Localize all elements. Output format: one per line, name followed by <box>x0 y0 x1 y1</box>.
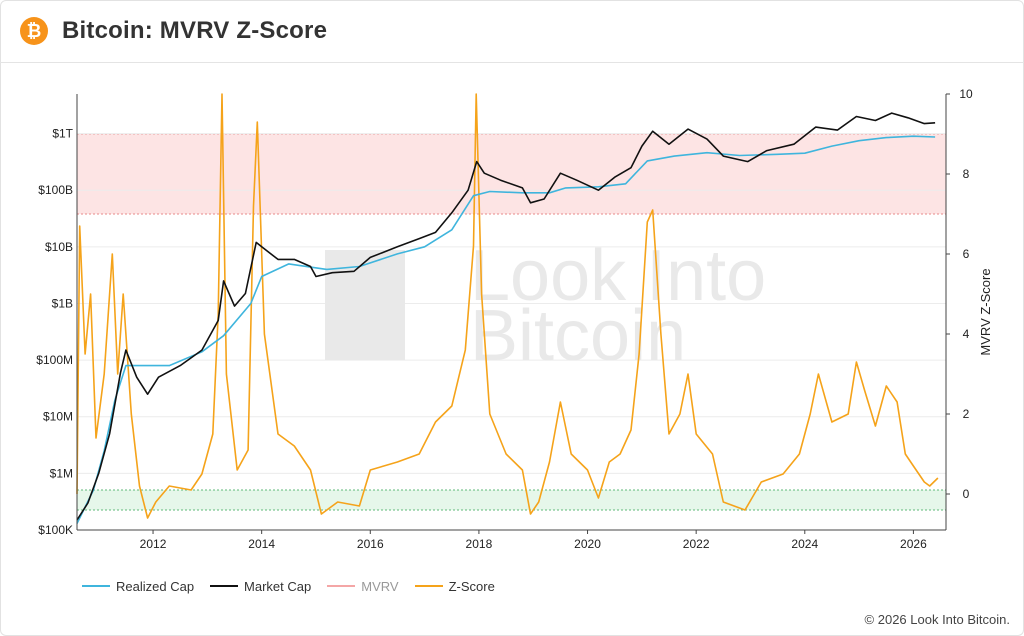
market-cap-line <box>76 112 936 521</box>
chart-header: ₿ Bitcoin: MVRV Z-Score <box>0 0 1024 63</box>
legend-item-realized-cap[interactable]: Realized Cap <box>82 579 194 594</box>
y-right-axis-label: MVRV Z-Score <box>978 268 993 355</box>
x-tick-label: 2020 <box>574 537 601 551</box>
copyright: © 2026 Look Into Bitcoin. <box>864 612 1010 627</box>
z-score-swatch <box>414 585 443 587</box>
x-tick-label: 2012 <box>140 537 167 551</box>
z-score-line <box>76 93 939 519</box>
watermark-line-2: Bitcoin <box>470 296 686 376</box>
x-tick-label: 2014 <box>248 537 275 551</box>
y-left-tick-label: $10M <box>43 410 73 424</box>
legend-item-market-cap[interactable]: Market Cap <box>210 579 311 594</box>
x-tick-label: 2022 <box>683 537 710 551</box>
y-right-tick-label: 4 <box>963 327 970 341</box>
y-left-tick-label: $10B <box>45 240 73 254</box>
y-left-tick-label: $100K <box>38 523 73 537</box>
watermark-logo-icon <box>325 250 405 360</box>
legend-item-z-score[interactable]: Z-Score <box>414 578 495 594</box>
realized-cap-line <box>76 135 936 524</box>
legend-label: Realized Cap <box>116 578 195 594</box>
y-right-tick-label: 2 <box>963 407 970 421</box>
market-cap-swatch <box>210 585 239 587</box>
x-tick-label: 2016 <box>357 537 384 551</box>
y-right-tick-label: 10 <box>959 87 973 101</box>
legend-label: MVRV <box>361 578 399 594</box>
red-zone-band <box>77 134 946 214</box>
watermark-line-1: Look Into <box>470 236 766 316</box>
green-zone-band <box>77 490 946 510</box>
legend-item-mvrv[interactable]: MVRV <box>327 578 399 594</box>
page-title: Bitcoin: MVRV Z-Score <box>62 17 328 44</box>
legend-label: Market Cap <box>244 578 312 594</box>
x-tick-label: 2018 <box>466 537 493 551</box>
y-left-tick-label: $1B <box>52 296 73 310</box>
mvrv-zscore-chart[interactable]: Look Into Bitcoin $100K $1M $10M $100M $1B $1… <box>0 62 1024 572</box>
x-tick-label: 2024 <box>791 537 818 551</box>
bitcoin-logo-icon: ₿ <box>20 17 48 45</box>
y-left-tick-label: $1M <box>50 466 73 480</box>
mvrv-swatch <box>327 585 356 587</box>
y-left-tick-label: $1T <box>52 127 73 141</box>
y-left-tick-label: $100M <box>36 353 73 367</box>
y-right-tick-label: 0 <box>963 487 970 501</box>
y-right-tick-label: 6 <box>963 247 970 261</box>
y-right-tick-label: 8 <box>963 167 970 181</box>
realized-cap-swatch <box>82 585 110 587</box>
watermark: Look Into Bitcoin <box>325 236 766 376</box>
legend: Realized Cap Market Cap MVRV Z-Score <box>82 576 511 596</box>
y-left-tick-label: $100B <box>38 183 73 197</box>
x-tick-label: 2026 <box>900 537 927 551</box>
legend-label: Z-Score <box>448 578 495 594</box>
